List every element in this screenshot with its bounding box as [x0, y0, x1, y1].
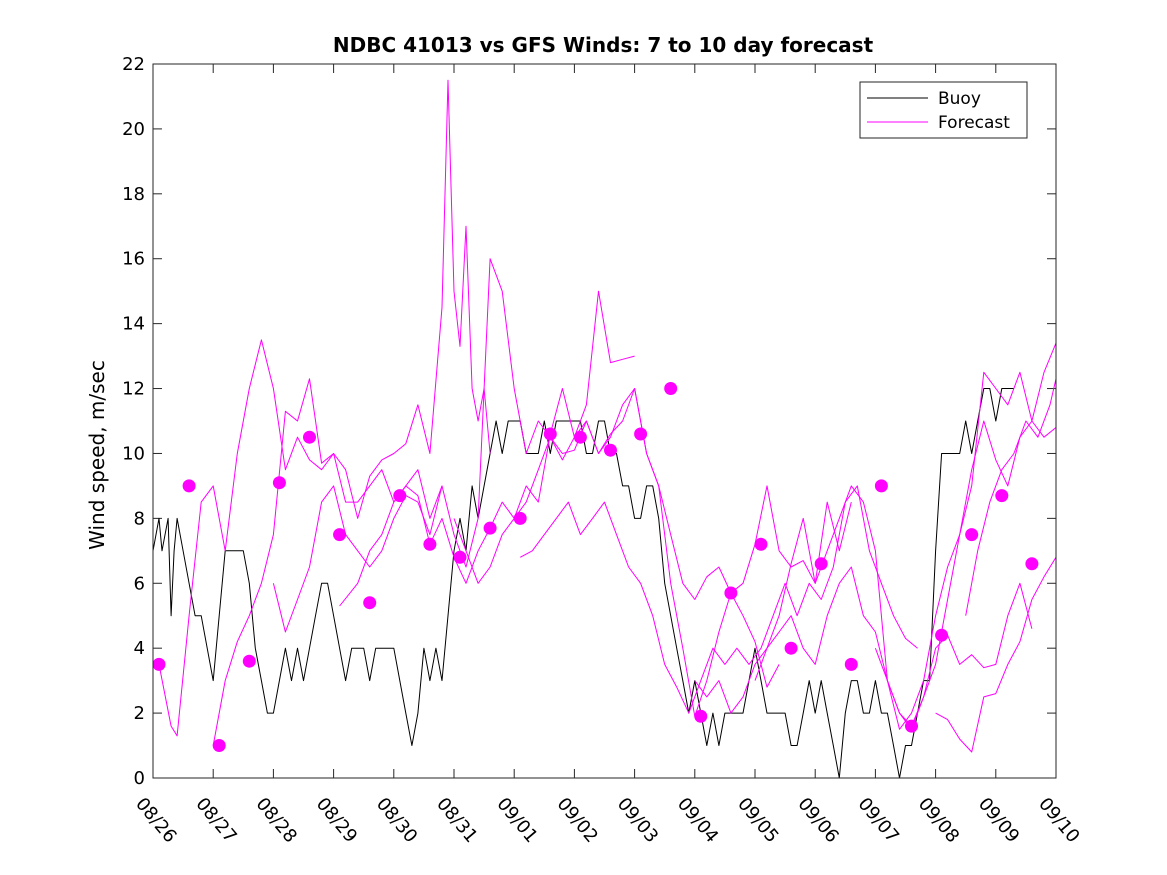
y-tick-label-8: 8 — [134, 508, 145, 529]
forecast-marker-11 — [483, 521, 497, 535]
forecast-marker-17 — [664, 382, 678, 395]
forecast-marker-29 — [1025, 557, 1039, 571]
y-tick-label-14: 14 — [122, 314, 145, 335]
data-series-group — [153, 79, 1056, 778]
forecast-marker-3 — [242, 654, 256, 668]
forecast-marker-26 — [935, 628, 949, 642]
x-tick-label-5: 08/31 — [432, 794, 481, 847]
forecast-marker-24 — [874, 479, 888, 493]
y-tick-label-12: 12 — [122, 379, 145, 400]
forecast-marker-20 — [754, 537, 768, 551]
forecast-marker-25 — [905, 719, 918, 733]
legend-forecast-label: Forecast — [938, 113, 1010, 133]
forecast-marker-19 — [724, 586, 738, 600]
forecast-marker-9 — [423, 537, 437, 551]
y-tick-label-10: 10 — [122, 443, 145, 464]
forecast-line-5 — [453, 388, 852, 600]
y-tick-label-6: 6 — [134, 573, 145, 594]
x-tick-label-13: 09/08 — [914, 794, 963, 847]
forecast-marker-0 — [153, 657, 166, 671]
x-tick-label-8: 09/03 — [613, 794, 662, 847]
x-tick-label-0: 08/26 — [131, 794, 180, 847]
forecast-line-9 — [874, 342, 1056, 730]
forecast-marker-13 — [543, 427, 557, 441]
legend-box — [859, 81, 1028, 139]
forecast-line-1 — [158, 339, 443, 737]
x-tick-label-1: 08/27 — [191, 794, 240, 847]
chart-title: NDBC 41013 vs GFS Winds: 7 to 10 day for… — [333, 33, 874, 57]
forecast-line-4 — [339, 388, 780, 717]
x-tick-label-14: 09/09 — [974, 794, 1023, 847]
forecast-marker-8 — [393, 489, 407, 503]
x-tick-label-9: 09/04 — [673, 794, 722, 847]
y-tick-label-2: 2 — [134, 703, 145, 724]
forecast-marker-15 — [604, 443, 617, 457]
x-tick-label-7: 09/02 — [553, 794, 602, 847]
forecast-marker-7 — [363, 596, 377, 610]
forecast-marker-28 — [995, 489, 1009, 503]
legend-buoy-label: Buoy — [938, 89, 981, 109]
forecast-marker-14 — [573, 430, 587, 444]
x-tick-label-6: 09/01 — [492, 794, 541, 847]
plot-frame — [152, 63, 1057, 779]
forecast-line-3 — [272, 258, 635, 633]
forecast-line-10 — [935, 557, 1056, 753]
forecast-marker-22 — [814, 557, 828, 571]
forecast-marker-4 — [272, 476, 286, 490]
forecast-marker-1 — [182, 479, 196, 493]
forecast-line-7 — [694, 566, 1033, 727]
y-tick-label-0: 0 — [134, 768, 145, 789]
forecast-marker-21 — [784, 641, 798, 655]
y-tick-label-22: 22 — [122, 54, 145, 75]
forecast-marker-2 — [212, 739, 226, 752]
forecast-marker-18 — [694, 709, 708, 723]
forecast-marker-27 — [965, 528, 979, 542]
y-tick-label-4: 4 — [134, 638, 145, 659]
forecast-marker-23 — [844, 657, 858, 671]
y-tick-label-18: 18 — [122, 184, 145, 205]
x-tick-label-4: 08/30 — [372, 794, 421, 847]
forecast-line-6 — [519, 485, 918, 714]
forecast-marker-12 — [513, 511, 527, 525]
forecast-line-11 — [965, 378, 1056, 616]
x-tick-label-10: 09/05 — [733, 794, 782, 847]
y-axis-label: Wind speed, m/sec — [85, 360, 109, 550]
forecast-line-2 — [212, 79, 491, 746]
x-tick-label-11: 09/06 — [793, 794, 842, 847]
forecast-marker-10 — [453, 550, 467, 564]
forecast-marker-5 — [303, 430, 316, 444]
forecast-line-8 — [754, 371, 1056, 730]
legend: Buoy Forecast — [859, 81, 1028, 139]
y-tick-label-16: 16 — [122, 249, 145, 270]
buoy-line — [153, 388, 1014, 778]
x-tick-label-2: 08/28 — [252, 794, 301, 847]
forecast-marker-6 — [333, 528, 347, 542]
x-tick-label-15: 09/10 — [1034, 794, 1083, 847]
x-tick-label-12: 09/07 — [854, 794, 903, 847]
x-tick-label-3: 08/29 — [312, 794, 361, 847]
y-tick-label-20: 20 — [122, 119, 145, 140]
forecast-marker-16 — [634, 427, 648, 441]
